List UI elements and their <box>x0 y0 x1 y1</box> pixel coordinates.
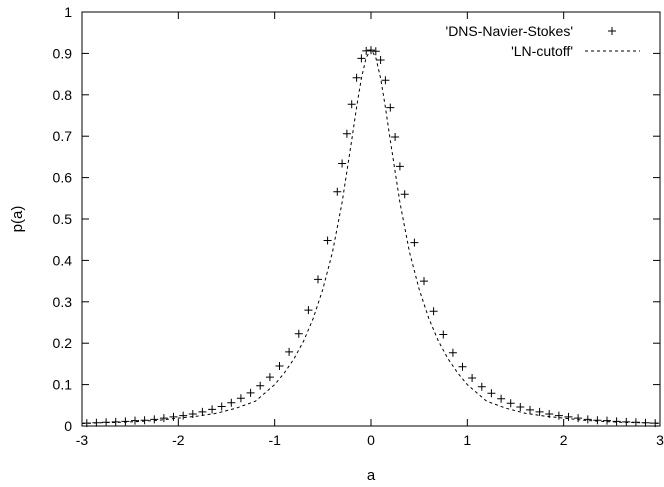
data-point-dns <box>352 73 361 82</box>
data-point-dns <box>439 330 448 339</box>
x-tick-label: 1 <box>463 432 471 448</box>
data-point-dns <box>545 410 554 418</box>
data-point-dns <box>554 411 563 420</box>
y-tick-label: 0.6 <box>53 170 73 186</box>
data-point-dns <box>198 407 207 416</box>
legend-label-dns: 'DNS-Navier-Stokes' <box>446 23 573 39</box>
data-point-dns <box>159 414 168 423</box>
y-tick-label: 0.2 <box>53 335 73 351</box>
data-point-dns <box>420 277 428 286</box>
data-point-dns <box>391 133 400 141</box>
data-point-dns <box>111 417 120 426</box>
y-tick-label: 0.7 <box>53 128 73 144</box>
series-line-ln-cutoff <box>81 48 661 424</box>
data-point-dns <box>121 417 130 426</box>
data-point-dns <box>323 236 332 245</box>
data-point-dns <box>612 417 621 426</box>
data-point-dns <box>304 306 313 315</box>
y-tick-label: 0 <box>64 418 72 434</box>
data-point-dns <box>265 373 274 382</box>
data-point-dns <box>294 329 303 338</box>
data-point-dns <box>603 416 611 425</box>
data-point-dns <box>102 418 111 427</box>
legend: 'DNS-Navier-Stokes' 'LN-cutoff' <box>446 23 640 59</box>
data-point-dns <box>338 159 347 168</box>
plot-frame <box>81 11 661 427</box>
data-point-dns <box>564 412 573 421</box>
legend-label-ln: 'LN-cutoff' <box>511 43 573 59</box>
data-point-dns <box>468 374 477 382</box>
data-point-dns <box>429 307 438 316</box>
data-point-dns <box>506 399 515 408</box>
data-point-dns <box>188 410 197 418</box>
y-tick-label: 1 <box>64 4 72 20</box>
data-point-dns <box>217 402 226 411</box>
data-point-dns <box>314 275 322 284</box>
data-point-dns <box>651 419 660 428</box>
x-tick-label: -2 <box>172 432 185 448</box>
tick-labels: -3 -2 -1 0 1 2 3 0 0.1 0.2 0.3 0.4 0.5 0.6 0.7 0.8 0.9 1 <box>53 4 664 448</box>
data-point-dns <box>236 394 245 403</box>
data-point-dns <box>169 412 178 421</box>
data-point-dns <box>246 388 255 397</box>
data-point-dns <box>367 46 375 55</box>
data-point-dns <box>631 418 640 427</box>
data-point-dns <box>386 103 395 112</box>
data-point-dns <box>347 100 356 109</box>
data-point-dns <box>477 382 486 391</box>
data-point-dns <box>362 46 371 55</box>
y-tick-label: 0.8 <box>53 87 73 103</box>
data-point-dns <box>275 362 284 370</box>
data-point-dns <box>357 54 366 63</box>
data-point-dns <box>526 405 534 414</box>
data-point-dns <box>583 415 592 424</box>
x-axis-label: a <box>367 467 376 484</box>
y-axis-label: p(a) <box>9 206 26 233</box>
y-tick-label: 0.1 <box>53 377 73 393</box>
x-tick-label: 3 <box>656 432 664 448</box>
y-tick-label: 0.3 <box>53 294 73 310</box>
legend-marker-dns <box>608 27 616 35</box>
data-point-dns <box>641 418 650 427</box>
data-point-dns <box>333 187 342 196</box>
data-point-dns <box>497 394 506 403</box>
data-point-dns <box>150 415 159 424</box>
data-point-dns <box>285 347 294 356</box>
axis-ticks <box>81 11 661 427</box>
data-point-dns <box>574 414 583 423</box>
data-point-dns <box>256 381 265 390</box>
data-point-dns <box>400 190 409 199</box>
data-point-dns <box>371 47 380 56</box>
data-point-dns <box>516 403 525 411</box>
y-tick-label: 0.9 <box>53 45 73 61</box>
data-point-dns <box>535 407 544 416</box>
data-point-dns <box>622 417 631 426</box>
y-tick-label: 0.4 <box>53 252 73 268</box>
data-point-dns <box>395 162 404 171</box>
x-tick-label: -3 <box>76 432 89 448</box>
x-tick-label: 2 <box>560 432 568 448</box>
data-point-dns <box>376 56 385 64</box>
y-tick-label: 0.5 <box>53 211 73 227</box>
data-point-dns <box>593 416 602 425</box>
data-point-dns <box>410 238 419 247</box>
data-point-dns <box>140 416 149 425</box>
series-points <box>82 46 660 428</box>
data-point-dns <box>82 419 91 428</box>
data-point-dns <box>92 418 101 427</box>
data-point-dns <box>381 76 390 85</box>
data-point-dns <box>227 398 236 407</box>
data-point-dns <box>131 416 139 425</box>
x-tick-label: 0 <box>367 432 375 448</box>
legend-plus-icon <box>608 27 616 35</box>
data-point-dns <box>179 411 188 420</box>
series-lines <box>81 48 661 424</box>
data-point-dns <box>448 348 457 357</box>
data-point-dns <box>342 129 351 138</box>
x-tick-label: -1 <box>268 432 281 448</box>
data-point-dns <box>208 405 217 414</box>
data-point-dns <box>487 389 496 398</box>
data-point-dns <box>458 362 467 371</box>
